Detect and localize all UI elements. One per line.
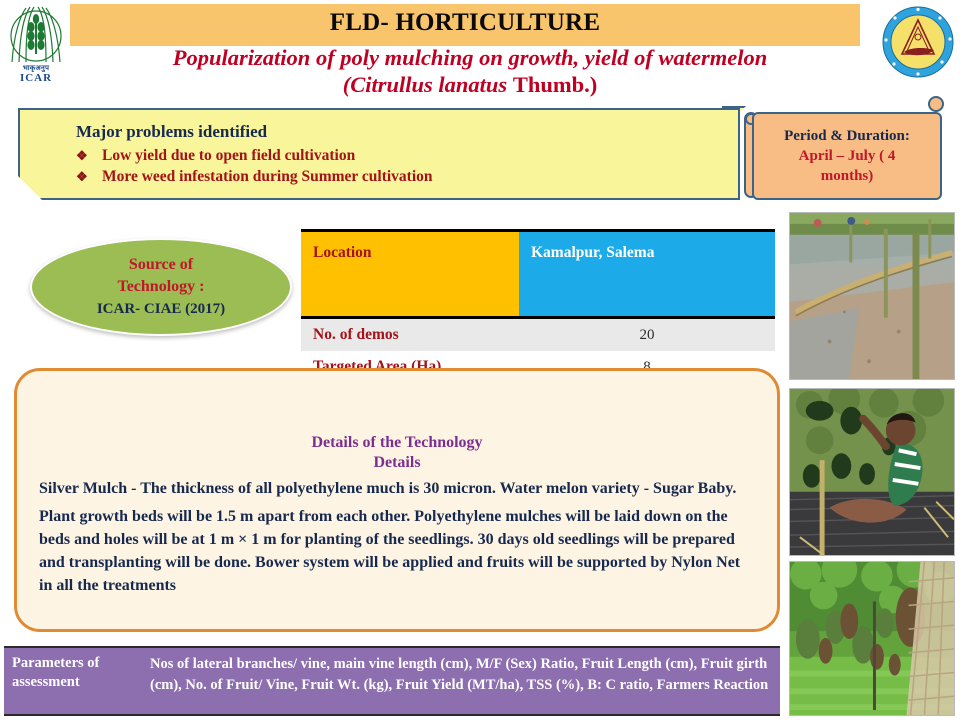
source-line-1: Source of — [128, 256, 194, 273]
subtitle-line-2: (Citrullus lanatus Thumb.) — [70, 71, 870, 98]
details-paragraph-1: Silver Mulch - The thickness of all poly… — [39, 480, 737, 497]
details-paragraph-2: Plant growth beds will be 1.5 m apart fr… — [39, 508, 741, 594]
problem-item-label: More weed infestation during Summer cult… — [102, 168, 433, 185]
source-line-3: ICAR- CIAE (2017) — [96, 301, 226, 317]
period-duration-box: Period & Duration: April – July ( 4 mont… — [752, 112, 942, 200]
period-duration-label: Period & Duration — [784, 128, 905, 144]
icar-logo: भाकृअनुप ICAR — [4, 4, 68, 90]
details-heading-primary: Details of the Technology — [311, 434, 483, 451]
icar-logo-hindi-caption: भाकृअनुप — [22, 64, 50, 72]
major-problems-box: Major problems identified ❖ Low yield du… — [18, 108, 740, 200]
details-heading-secondary: Details — [373, 454, 421, 471]
table-header-location: Location — [301, 230, 519, 319]
subtitle-authority: Thumb.) — [512, 72, 598, 97]
table-header-row: Location Kamalpur, Salema — [301, 230, 775, 319]
icar-logo-caption: ICAR — [19, 72, 53, 84]
subtitle-line-1: Popularization of poly mulching on growt… — [172, 45, 768, 70]
problem-list-item: ❖ Low yield due to open field cultivatio… — [76, 145, 738, 166]
parameters-label-line-1: Parameters of — [12, 655, 100, 671]
photo-fruits-on-nylon-net — [789, 561, 955, 716]
table-row: No. of demos 20 — [301, 317, 775, 351]
major-problems-title: Major problems identified — [76, 122, 268, 141]
period-duration-colon: : — [904, 128, 910, 144]
parameters-label-line-2: assessment — [12, 674, 80, 690]
parameters-of-assessment-bar: Parameters of assessment Nos of lateral … — [4, 646, 780, 716]
period-duration-value-line2: months) — [820, 168, 874, 184]
photo-farmer-with-watermelons — [789, 388, 955, 556]
diamond-bullet-icon: ❖ — [76, 169, 88, 184]
technology-details-box: Details of the Technology Details Silver… — [14, 368, 780, 632]
photo-field-bamboo-poles — [789, 212, 955, 380]
table-cell-value: 20 — [519, 317, 775, 351]
period-duration-label-row: Period & Duration: — [754, 126, 940, 146]
source-line-2: Technology : — [117, 278, 205, 295]
page-subtitle: Popularization of poly mulching on growt… — [70, 44, 870, 98]
subtitle-species: (Citrullus lanatus — [342, 72, 513, 97]
parameters-label: Parameters of assessment — [4, 648, 144, 714]
problem-list-item: ❖ More weed infestation during Summer cu… — [76, 166, 738, 187]
problem-item-label: Low yield due to open field cultivation — [102, 147, 356, 164]
page-title: FLD- HORTICULTURE — [329, 9, 601, 36]
title-band: FLD- HORTICULTURE — [70, 4, 860, 46]
krishi-vigyan-kendra-logo — [882, 6, 954, 78]
diamond-bullet-icon: ❖ — [76, 148, 88, 163]
period-duration-value-line1: April – July ( 4 — [798, 148, 896, 164]
table-header-value: Kamalpur, Salema — [519, 230, 775, 319]
location-info-table: Location Kamalpur, Salema No. of demos 2… — [301, 229, 775, 386]
scroll-top-right-knob-icon — [928, 96, 944, 112]
source-of-technology-badge: Source of Technology : ICAR- CIAE (2017) — [30, 238, 292, 336]
parameters-value: Nos of lateral branches/ vine, main vine… — [150, 656, 769, 693]
table-cell-label: No. of demos — [301, 317, 519, 351]
